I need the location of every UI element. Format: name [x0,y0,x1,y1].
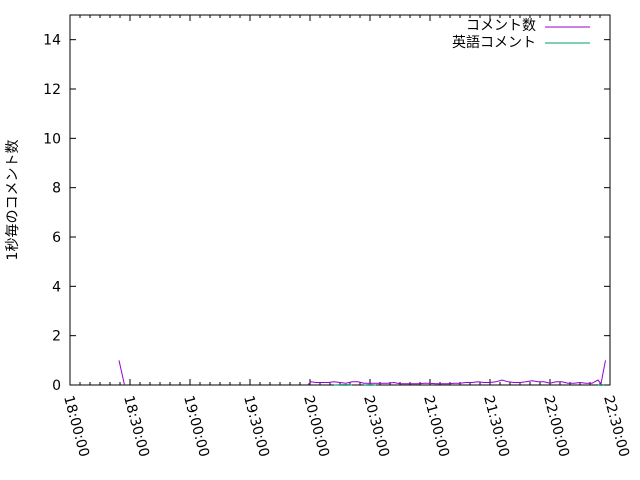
y-tick-label: 2 [52,329,61,345]
y-tick-label: 8 [52,181,61,197]
y-tick-label: 10 [43,131,61,147]
y-tick-label: 12 [43,82,61,98]
y-tick-label: 4 [52,279,61,295]
legend-label-1: 英語コメント [452,34,536,51]
x-tick-label: 18:30:00 [120,394,152,459]
x-tick-label: 20:00:00 [300,394,332,459]
y-axis-label: 1秒毎のコメント数 [5,140,21,261]
ticks [69,15,611,386]
y-tick-labels: 0 2 4 6 8 10 12 14 [43,33,61,394]
x-tick-label: 22:30:00 [600,394,632,459]
y-tick-label: 14 [43,33,61,49]
x-tick-label: 18:00:00 [60,394,92,459]
x-tick-label: 22:00:00 [540,394,572,459]
plot-frame [69,14,611,386]
series-line-1 [597,383,605,386]
series-line-0 [118,360,125,386]
x-tick-label: 20:30:00 [360,394,392,459]
x-tick-label: 21:00:00 [420,394,452,459]
y-tick-label: 6 [52,230,61,246]
series-lines [118,360,606,386]
y-tick-label: 0 [52,378,61,394]
x-tick-label: 19:00:00 [180,394,212,459]
x-tick-label: 21:30:00 [480,394,512,459]
series-line-0 [307,360,606,386]
legend: コメント数 英語コメント [452,18,590,51]
legend-label-0: コメント数 [466,18,536,34]
x-tick-labels: 18:00:00 18:30:00 19:00:00 19:30:00 20:00:00… [60,394,632,459]
x-tick-label: 19:30:00 [240,394,272,459]
